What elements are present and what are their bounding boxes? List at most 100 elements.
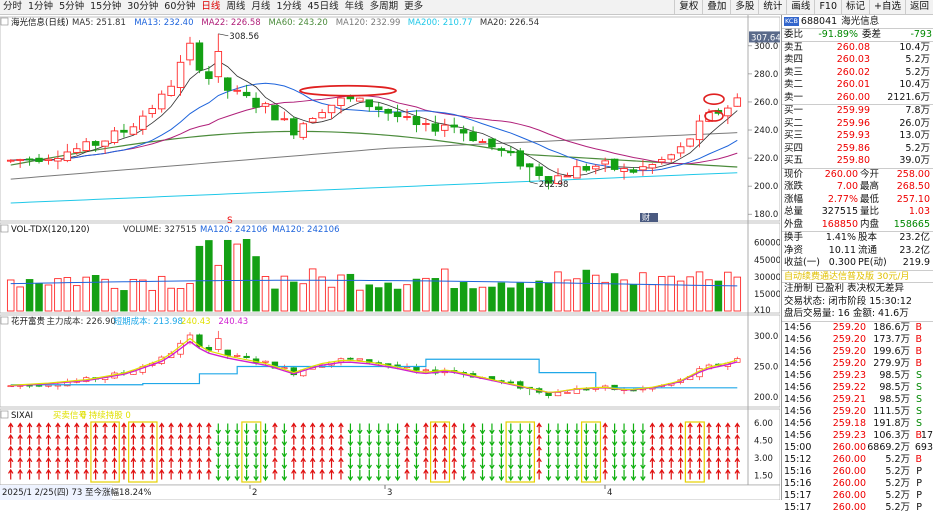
volume-bar[interactable] (167, 287, 175, 312)
candle-body[interactable] (469, 131, 477, 142)
volume-bar[interactable] (139, 279, 147, 312)
asks-price[interactable]: 260.01 (836, 79, 870, 90)
tick-row[interactable]: 15:16 260.00 5.2万 P (782, 478, 933, 490)
volume-bar[interactable] (120, 290, 128, 312)
period-tab[interactable]: 周线 (226, 1, 246, 12)
candle-body[interactable] (563, 175, 572, 178)
toolbar-button[interactable]: 复权 (674, 0, 702, 14)
volume-bar[interactable] (431, 278, 440, 312)
candle-body[interactable] (337, 97, 345, 106)
volume-bar[interactable] (403, 284, 411, 312)
candle-body[interactable] (299, 123, 307, 138)
volume-bar[interactable] (252, 256, 260, 312)
period-tab[interactable]: 45日线 (307, 1, 339, 12)
tick-row[interactable]: 14:56 259.22 98.5万 S (782, 382, 933, 394)
volume-bar[interactable] (412, 278, 421, 312)
volume-bar[interactable] (82, 276, 90, 312)
candle-body[interactable] (591, 165, 600, 170)
target-ellipse[interactable] (703, 93, 725, 105)
volume-bar[interactable] (35, 283, 43, 312)
volume-bar[interactable] (507, 287, 515, 312)
volume-bar[interactable] (242, 239, 251, 312)
period-tab[interactable]: 分时 (3, 1, 23, 12)
candle-body[interactable] (148, 108, 157, 115)
tick-row[interactable]: 15:00 260.00 6869.2万 693 (782, 442, 933, 454)
candle-body[interactable] (686, 138, 694, 147)
candle-body[interactable] (195, 42, 204, 71)
toolbar-button[interactable]: +自选 (869, 0, 905, 14)
volume-bar[interactable] (441, 268, 449, 312)
tick-row[interactable]: 14:56 259.21 98.5万 S (782, 394, 933, 406)
candle-body[interactable] (724, 107, 732, 117)
period-tab[interactable]: 1分钟 (28, 1, 54, 12)
volume-bar[interactable] (54, 278, 62, 312)
tick-row[interactable]: 14:56 259.20 186.6万 B (782, 322, 933, 334)
volume-bar[interactable] (223, 239, 232, 312)
period-tab[interactable]: 1分线 (276, 1, 302, 12)
chart-canvas[interactable]: 300.0 280.0 260.0 240.0 220.0 200.0 180.0 307.6… (0, 15, 780, 500)
volume-bar[interactable] (25, 279, 34, 312)
candle-body[interactable] (403, 116, 411, 118)
candle-body[interactable] (233, 89, 241, 92)
candle-body[interactable] (412, 116, 421, 126)
candle-body[interactable] (658, 158, 666, 163)
candle-body[interactable] (695, 120, 704, 141)
tick-row[interactable]: 14:56 259.23 98.5万 S (782, 370, 933, 382)
volume-bar[interactable] (544, 282, 553, 312)
volume-bar[interactable] (101, 278, 109, 312)
fin-badge[interactable]: 财 (642, 212, 650, 222)
candle-body[interactable] (91, 141, 100, 146)
volume-bar[interactable] (459, 282, 468, 312)
bids-price[interactable]: 259.96 (836, 117, 870, 129)
volume-bar[interactable] (356, 289, 364, 312)
resistance-ellipse[interactable] (299, 84, 397, 97)
candle-body[interactable] (280, 118, 289, 121)
candle-body[interactable] (271, 105, 279, 121)
candle-body[interactable] (450, 124, 458, 128)
period-tab[interactable]: 5分钟 (59, 1, 85, 12)
candle-body[interactable] (478, 141, 487, 143)
toolbar-button[interactable]: F10 (814, 0, 841, 14)
volume-bar[interactable] (63, 277, 72, 312)
candle-body[interactable] (167, 85, 175, 96)
tick-row[interactable]: 14:56 259.18 191.8万 S (782, 418, 933, 430)
bids-price[interactable]: 259.80 (836, 155, 870, 166)
promo-text[interactable]: 自动续费通达信普及版 30元/月 (784, 271, 910, 282)
volume-bar[interactable] (195, 245, 204, 312)
volume-bar[interactable] (299, 283, 307, 312)
volume-bar[interactable] (469, 288, 477, 312)
toolbar-button[interactable]: 返回 (904, 0, 933, 14)
candle-body[interactable] (356, 97, 364, 102)
volume-bar[interactable] (261, 276, 270, 312)
candle-body[interactable] (35, 157, 43, 162)
bids-price[interactable]: 259.86 (836, 142, 870, 154)
candle-body[interactable] (525, 163, 534, 168)
candle-body[interactable] (139, 115, 147, 130)
candle-body[interactable] (610, 158, 619, 170)
panel-toggle-icon[interactable] (0, 410, 9, 419)
volume-bar[interactable] (73, 285, 81, 312)
candle-body[interactable] (308, 118, 317, 123)
candle-body[interactable] (223, 77, 232, 91)
candle-body[interactable] (667, 154, 675, 160)
volume-bar[interactable] (327, 286, 336, 312)
volume-bar[interactable] (554, 271, 562, 312)
volume-bar[interactable] (233, 243, 241, 312)
volume-bar[interactable] (308, 268, 317, 312)
volume-bar[interactable] (563, 279, 572, 312)
candle-body[interactable] (365, 99, 374, 108)
toolbar-button[interactable]: 叠加 (702, 0, 730, 14)
candle-body[interactable] (129, 126, 138, 135)
asks-price[interactable]: 260.08 (836, 41, 870, 53)
candle-body[interactable] (110, 130, 119, 143)
candle-body[interactable] (554, 175, 562, 184)
candle-body[interactable] (101, 140, 109, 147)
volume-bar[interactable] (591, 274, 600, 312)
volume-bar[interactable] (346, 273, 355, 312)
candle-body[interactable] (252, 97, 260, 108)
volume-bar[interactable] (318, 276, 326, 312)
volume-bar[interactable] (186, 283, 194, 312)
period-tab[interactable]: 月线 (251, 1, 271, 12)
volume-bar[interactable] (639, 272, 647, 312)
volume-bar[interactable] (450, 288, 458, 312)
